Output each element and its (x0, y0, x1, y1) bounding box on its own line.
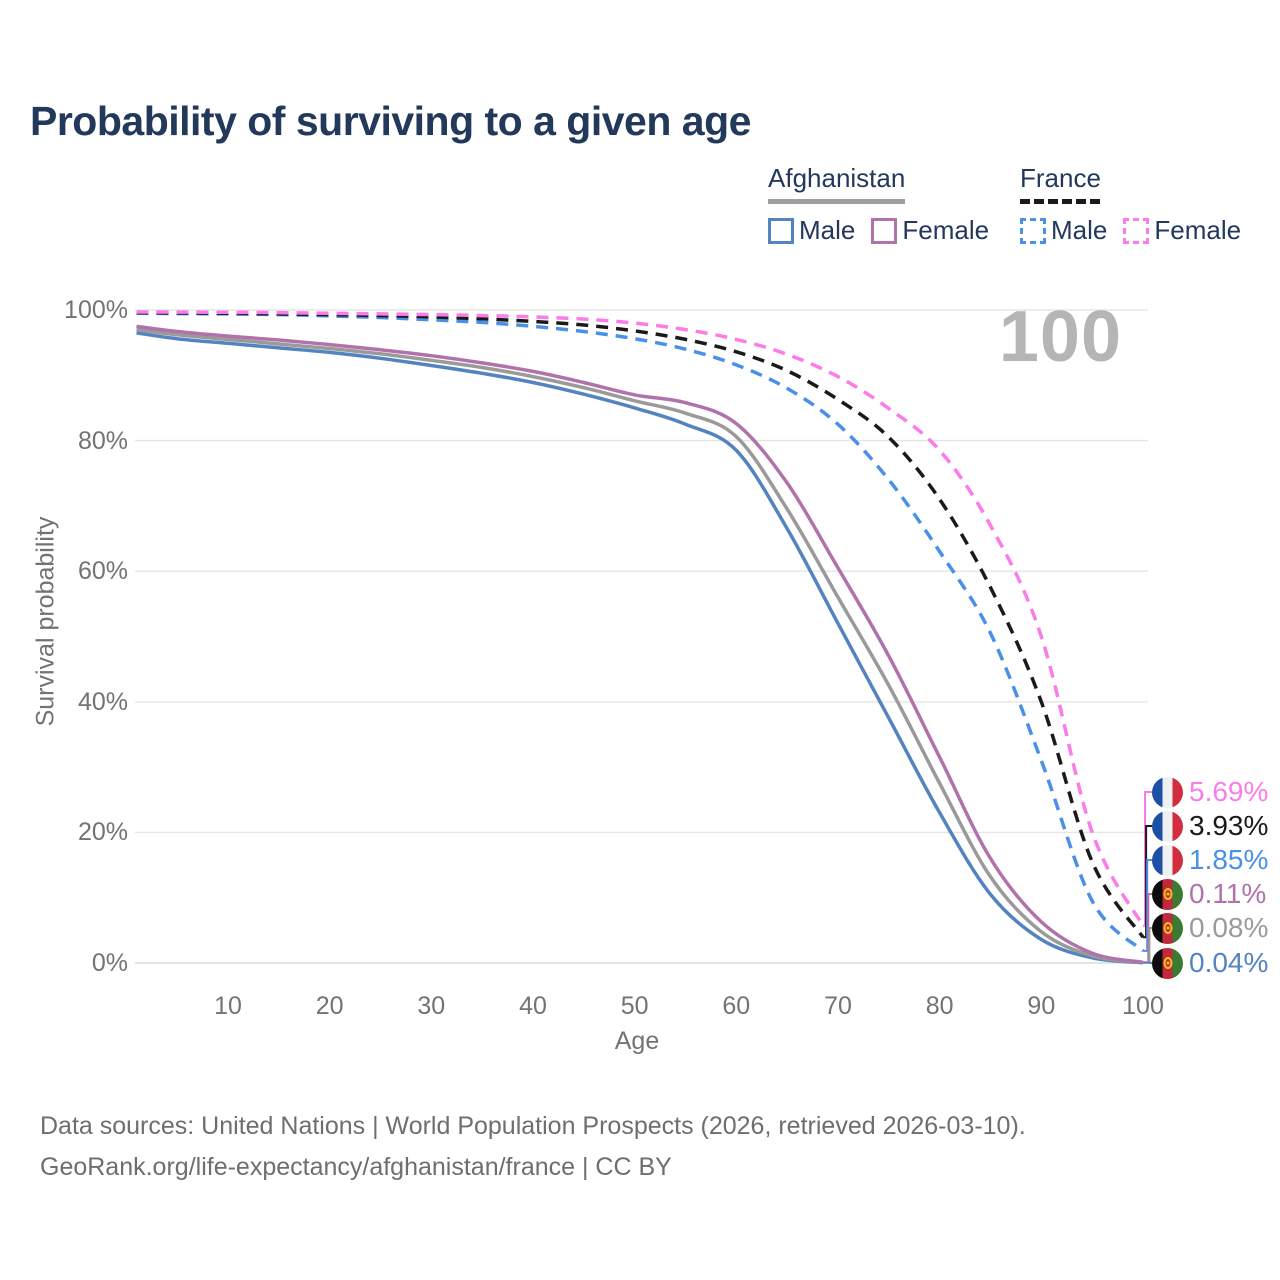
footer: Data sources: United Nations | World Pop… (40, 1106, 1026, 1188)
end-label-connector (1143, 791, 1152, 927)
curve-france-male (136, 311, 1145, 953)
legend-item-france-male[interactable]: Male (1020, 215, 1107, 246)
x-tick-label: 60 (722, 992, 751, 1020)
x-axis-title: Age (614, 1027, 660, 1055)
y-tick-label: 40% (77, 687, 128, 716)
x-tick-label: 90 (1027, 992, 1056, 1020)
curve-france-total (136, 310, 1145, 939)
france-flag-icon (1152, 844, 1183, 876)
x-tick-label: 20 (315, 992, 344, 1020)
curve-afghanistan-male (136, 331, 1144, 965)
end-label: 5.69% (1152, 775, 1268, 809)
end-label: 3.93% (1152, 809, 1268, 843)
legend-underline-france (1020, 199, 1100, 204)
legend-header-afghanistan[interactable]: Afghanistan (768, 163, 906, 193)
y-tick-label: 100% (64, 296, 128, 324)
legend-item-france-female[interactable]: Female (1123, 215, 1241, 246)
y-tick-label: 20% (77, 818, 128, 847)
afghanistan-flag-icon (1152, 878, 1183, 910)
end-label: 0.11% (1152, 877, 1266, 911)
afghanistan-flag-icon (1152, 912, 1183, 944)
x-tick-label: 80 (925, 992, 954, 1020)
end-label-value: 5.69% (1189, 776, 1269, 807)
legend-group-afghanistan: Afghanistan Male Female (768, 163, 989, 246)
legend-group-france: France Male Female (1020, 163, 1241, 246)
x-tick-label: 30 (417, 992, 446, 1020)
end-label: 0.08% (1152, 911, 1268, 945)
y-tick-label: 60% (77, 557, 128, 586)
x-tick-label: 100 (1122, 992, 1164, 1020)
legend-swatch-france-female[interactable] (1123, 217, 1150, 244)
legend-label-afghanistan-male: Male (799, 215, 856, 245)
y-axis-title: Survival probability (31, 516, 60, 727)
x-tick-label: 50 (620, 992, 649, 1020)
end-label-value: 1.85% (1189, 844, 1269, 875)
france-flag-icon (1152, 810, 1183, 842)
x-tick-label: 40 (519, 992, 547, 1020)
france-flag-icon (1152, 776, 1183, 808)
end-label: 1.85% (1152, 843, 1268, 877)
end-label-connector (1143, 825, 1152, 939)
curve-afghanistan-total (136, 327, 1144, 965)
legend-label-afghanistan-female: Female (902, 215, 990, 245)
x-tick-label: 70 (824, 992, 852, 1020)
footer-sources: Data sources: United Nations | World Pop… (40, 1112, 1026, 1140)
footer-url: GeoRank.org/life-expectancy/afghanistan/… (40, 1153, 672, 1181)
legend-swatch-france-male[interactable] (1020, 217, 1046, 244)
age-counter-watermark: 100 (998, 297, 1122, 377)
legend-swatch-afghanistan-male[interactable] (768, 217, 794, 244)
legend-header-france[interactable]: France (1020, 163, 1101, 193)
afghanistan-flag-icon (1152, 947, 1183, 979)
legend-item-afghanistan-male[interactable]: Male (768, 215, 855, 246)
end-label: 0.04% (1152, 946, 1268, 980)
end-label-value: 0.08% (1189, 912, 1269, 943)
legend-swatch-afghanistan-female[interactable] (871, 217, 898, 244)
end-label-value: 3.93% (1189, 810, 1269, 841)
legend-item-afghanistan-female[interactable]: Female (871, 215, 989, 246)
curve-afghanistan-female (136, 324, 1144, 965)
end-label-connector (1143, 859, 1152, 952)
legend-label-france-female: Female (1154, 215, 1242, 245)
y-tick-label: 0% (91, 949, 128, 977)
plot (135, 309, 1152, 965)
legend-label-france-male: Male (1051, 215, 1108, 245)
curve-france-female (136, 310, 1145, 927)
end-label-value: 0.11% (1189, 878, 1267, 909)
x-tick-label: 10 (214, 992, 242, 1020)
end-label-value: 0.04% (1189, 947, 1269, 978)
legend-underline-afghanistan (768, 199, 905, 204)
page-title: Probability of surviving to a given age (30, 98, 751, 144)
y-tick-label: 80% (77, 426, 128, 455)
